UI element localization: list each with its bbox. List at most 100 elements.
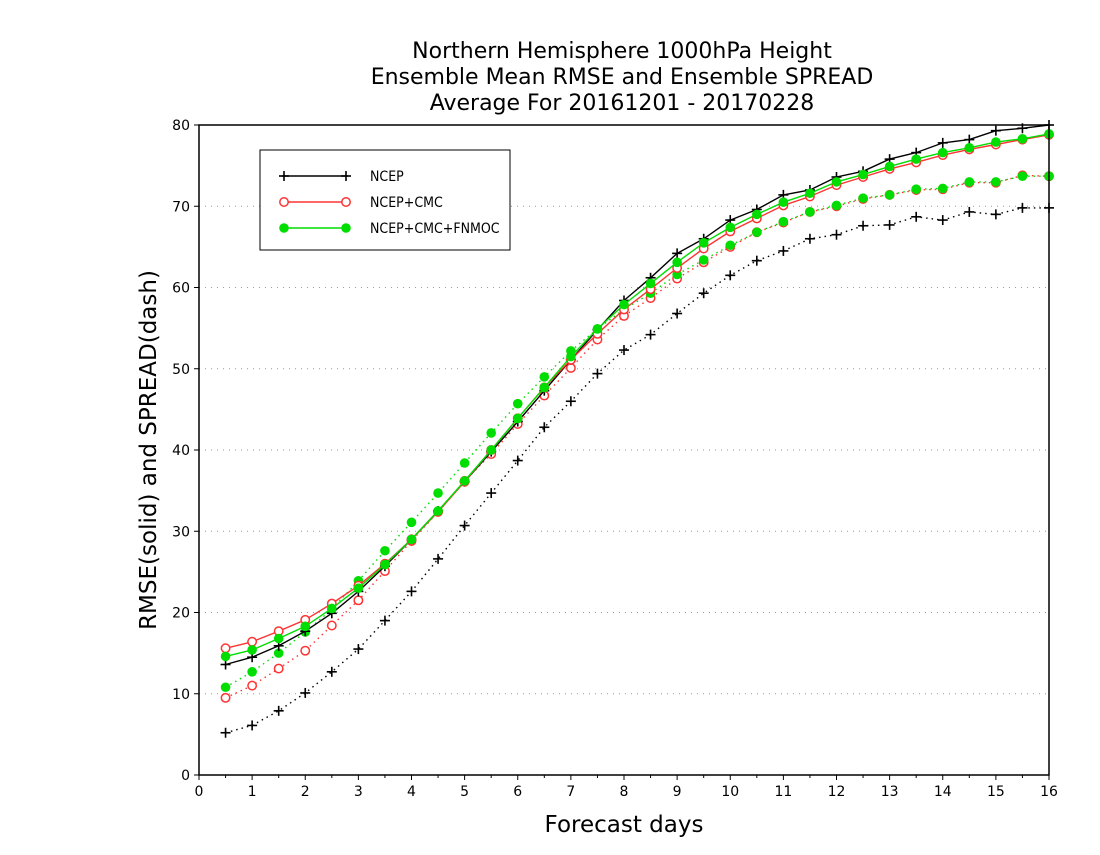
legend-label-ncep-cmc: NCEP+CMC [370, 195, 443, 211]
x-tick-label: 6 [513, 784, 522, 800]
data-point-ncep-cmc-fnmoc-rmse [247, 645, 257, 655]
x-tick-label: 7 [566, 784, 575, 800]
data-point-ncep-cmc-rmse [247, 636, 258, 647]
legend-label-ncep-cmc-fnmoc: NCEP+CMC+FNMOC [370, 221, 500, 237]
y-tick-label: 50 [172, 362, 190, 378]
series-line-ncep-spread [225, 207, 1049, 734]
x-tick-label: 9 [673, 784, 682, 800]
data-point-ncep-cmc-fnmoc-spread [273, 648, 284, 658]
data-point-ncep-cmc-fnmoc-spread [778, 216, 789, 227]
chart-title-line-3: Average For 20161201 - 20170228 [430, 91, 815, 116]
x-tick-label: 11 [774, 784, 792, 800]
y-tick-label: 30 [172, 524, 190, 540]
data-point-ncep-cmc-fnmoc-spread [459, 458, 470, 468]
x-tick-label: 2 [301, 784, 310, 800]
x-tick-label: 3 [354, 784, 363, 800]
data-point-ncep-cmc-fnmoc-spread [486, 428, 496, 438]
data-point-ncep-cmc-spread [565, 362, 576, 373]
legend-marker-ncep-cmc [279, 197, 289, 207]
legend-marker-ncep-cmc-fnmoc [341, 223, 351, 233]
data-point-ncep-cmc-fnmoc-rmse [459, 476, 470, 486]
data-point-ncep-cmc-fnmoc-rmse [752, 209, 762, 220]
legend-marker-ncep-cmc-fnmoc [279, 223, 289, 233]
x-tick-label: 10 [721, 784, 739, 800]
data-point-ncep-cmc-fnmoc-spread [433, 488, 443, 498]
data-point-ncep-cmc-fnmoc-rmse [858, 169, 868, 180]
data-point-ncep-cmc-fnmoc-rmse [672, 257, 682, 268]
data-point-ncep-cmc-fnmoc-spread [539, 372, 550, 382]
legend-marker-ncep-cmc [341, 197, 351, 207]
data-point-ncep-cmc-fnmoc-rmse [486, 445, 496, 455]
y-axis-ticks: 0 10 20 30 40 50 60 70 80 [172, 118, 199, 784]
data-point-ncep-cmc-fnmoc-rmse [698, 238, 709, 248]
data-point-ncep-cmc-fnmoc-rmse [884, 161, 895, 172]
data-point-ncep-cmc-spread [326, 620, 337, 631]
x-tick-label: 0 [195, 784, 204, 800]
x-tick-label: 15 [987, 784, 1005, 800]
data-point-ncep-cmc-fnmoc-rmse [1017, 134, 1028, 144]
data-point-ncep-cmc-fnmoc-spread [964, 177, 975, 187]
legend: NCEP NCEP+CMC NCEP+CMC+FNMOC [259, 149, 511, 251]
gridlines [199, 205, 1049, 695]
y-tick-label: 10 [172, 687, 190, 703]
data-point-ncep-cmc-spread [247, 680, 258, 691]
x-tick-label: 4 [407, 784, 416, 800]
data-point-ncep-cmc-fnmoc-rmse [380, 559, 390, 570]
data-point-ncep-cmc-fnmoc-rmse [300, 621, 311, 632]
data-point-ncep-cmc-fnmoc-rmse [592, 324, 603, 334]
data-point-ncep-cmc-fnmoc-rmse [327, 603, 337, 614]
x-tick-label: 16 [1040, 784, 1058, 800]
data-point-ncep-cmc-fnmoc-rmse [512, 413, 523, 424]
data-point-ncep-cmc-fnmoc-spread [512, 398, 523, 409]
x-tick-label: 12 [828, 784, 846, 800]
chart-title: Northern Hemisphere 1000hPa Height Ensem… [371, 39, 874, 116]
data-point-ncep-cmc-fnmoc-rmse [937, 147, 948, 158]
data-point-ncep-cmc-fnmoc-rmse [220, 651, 231, 662]
data-point-ncep-cmc-fnmoc-rmse [539, 382, 550, 393]
x-tick-label: 14 [934, 784, 952, 800]
data-point-ncep-cmc-fnmoc-rmse [964, 142, 975, 153]
data-point-ncep-cmc-fnmoc-rmse [619, 299, 629, 310]
data-point-ncep-cmc-fnmoc-spread [1017, 171, 1028, 181]
data-point-ncep-cmc-fnmoc-rmse [778, 197, 789, 207]
data-point-ncep-cmc-fnmoc-spread [831, 200, 842, 211]
data-point-ncep-cmc-fnmoc-spread [725, 240, 736, 251]
data-point-ncep-cmc-spread [220, 692, 231, 703]
series-ncep-spread [220, 202, 1054, 738]
y-tick-label: 0 [181, 768, 190, 784]
data-point-ncep-cmc-rmse [220, 643, 231, 654]
data-point-ncep-cmc-fnmoc-spread [805, 207, 815, 217]
series-line-ncep-cmc-spread [225, 174, 1050, 699]
legend-label-ncep: NCEP [370, 169, 404, 185]
data-point-ncep-cmc-fnmoc-spread [247, 667, 257, 677]
series-ncep-cmc-fnmoc-rmse [220, 129, 1054, 662]
chart-title-line-1: Northern Hemisphere 1000hPa Height [412, 39, 832, 64]
data-point-ncep-cmc-fnmoc-spread [937, 183, 948, 194]
data-point-ncep-cmc-fnmoc-rmse [645, 278, 656, 289]
data-point-ncep-cmc-fnmoc-spread [752, 227, 762, 238]
y-tick-label: 60 [172, 281, 190, 297]
data-point-ncep-cmc-fnmoc-spread [698, 255, 709, 265]
series-line-ncep-cmc-fnmoc-spread [225, 175, 1049, 688]
data-point-ncep-cmc-fnmoc-rmse [273, 633, 284, 644]
data-point-ncep-cmc-fnmoc-spread [991, 177, 1001, 187]
x-axis-ticks: 0 1 2 3 4 5 6 7 8 9 10 11 12 13 14 15 16 [195, 775, 1058, 800]
data-point-ncep-cmc-fnmoc-rmse [805, 188, 815, 199]
y-tick-label: 70 [172, 199, 190, 215]
data-point-ncep-cmc-fnmoc-rmse [406, 534, 417, 545]
y-axis-label: RMSE(solid) and SPREAD(dash) [136, 270, 162, 630]
x-tick-label: 8 [620, 784, 629, 800]
data-point-ncep-cmc-fnmoc-rmse [911, 154, 921, 164]
data-point-ncep-cmc-fnmoc-rmse [991, 137, 1001, 147]
data-point-ncep-cmc-fnmoc-rmse [433, 506, 443, 516]
data-point-ncep-cmc-fnmoc-spread [911, 184, 921, 194]
data-point-ncep-cmc-fnmoc-spread [858, 193, 868, 203]
y-tick-label: 20 [172, 606, 190, 622]
data-point-ncep-cmc-fnmoc-spread [884, 190, 895, 200]
series-ncep-cmc-spread [220, 170, 1054, 703]
data-point-ncep-cmc-fnmoc-rmse [353, 583, 364, 593]
data-point-ncep-cmc-fnmoc-rmse [725, 222, 736, 233]
chart-title-line-2: Ensemble Mean RMSE and Ensemble SPREAD [371, 65, 874, 90]
